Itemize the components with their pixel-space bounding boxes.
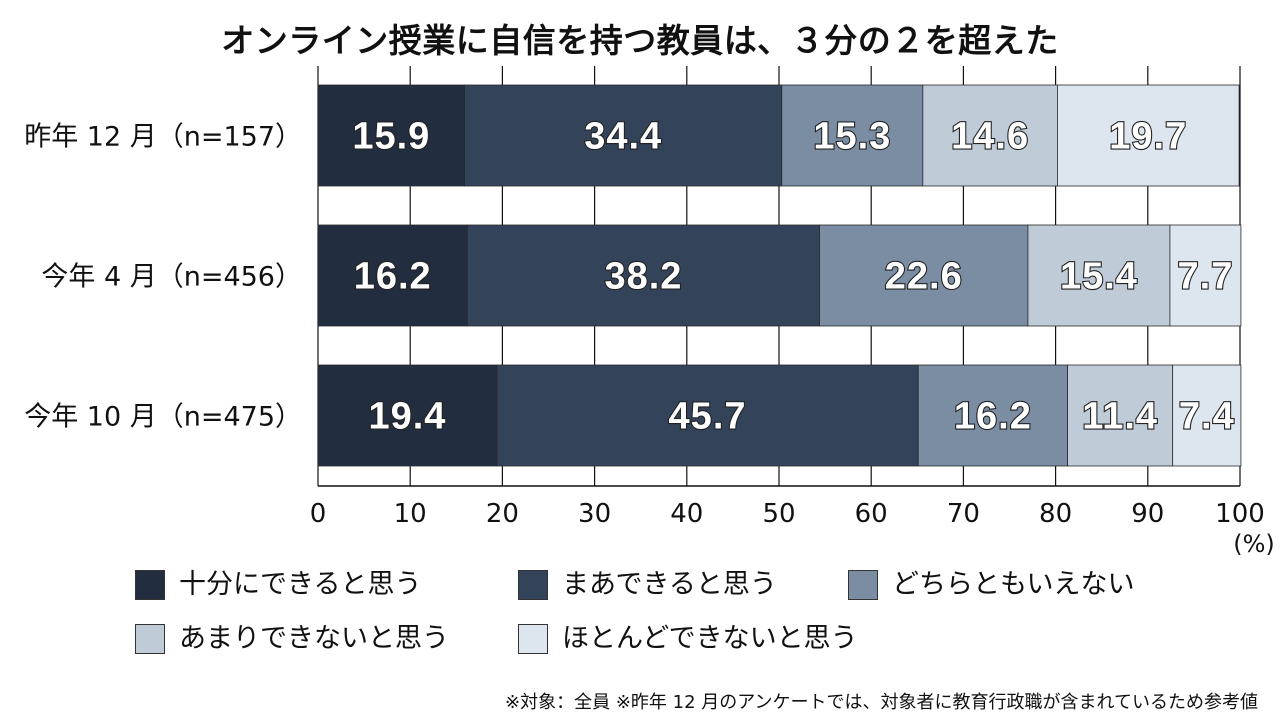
legend-swatch-3 xyxy=(848,570,878,600)
data-label-3-4: 11.4 xyxy=(1082,396,1158,438)
data-label-2-3: 22.6 xyxy=(885,256,963,298)
bar-3-5 xyxy=(1172,364,1242,467)
data-label-2-5: 7.7 xyxy=(1178,256,1234,298)
x-tick-label-10: 10 xyxy=(394,499,427,529)
legend-label-2: まあできると思う xyxy=(562,569,777,600)
bar-2-5 xyxy=(1169,224,1242,327)
bar-1-4 xyxy=(922,84,1058,187)
bar-3-1 xyxy=(317,364,498,467)
data-label-3-5: 7.4 xyxy=(1179,396,1235,438)
x-tick-label-40: 40 xyxy=(670,499,703,529)
data-label-1-4: 14.6 xyxy=(951,116,1029,158)
bar-2-4 xyxy=(1027,224,1171,327)
legend-item-1: 十分にできると思う xyxy=(135,565,421,605)
x-tick-label-30: 30 xyxy=(578,499,611,529)
chart-title: オンライン授業に自信を持つ教員は、３分の２を超えた xyxy=(221,21,1059,60)
data-label-3-1: 19.4 xyxy=(368,396,446,438)
legend-label-3: どちらともいえない xyxy=(892,569,1135,600)
legend: 十分にできると思う まあできると思う どちらともいえない あまりできないと思う … xyxy=(135,565,1235,675)
data-label-2-4: 15.4 xyxy=(1060,256,1138,298)
legend-item-3: どちらともいえない xyxy=(848,565,1134,605)
x-tick-label-0: 0 xyxy=(310,499,327,529)
legend-item-4: あまりできないと思う xyxy=(135,619,449,659)
legend-swatch-4 xyxy=(135,624,165,654)
legend-item-2: まあできると思う xyxy=(518,565,777,605)
bar-3-2 xyxy=(496,364,919,467)
bar-3-3 xyxy=(917,364,1068,467)
data-label-2-1: 16.2 xyxy=(354,256,432,298)
x-tick-label-50: 50 xyxy=(762,499,795,529)
bar-1-5 xyxy=(1057,84,1240,187)
x-tick-label-80: 80 xyxy=(1039,499,1072,529)
data-label-3-2: 45.7 xyxy=(669,396,747,438)
data-label-1-5: 19.7 xyxy=(1109,116,1187,158)
data-label-1-2: 34.4 xyxy=(584,116,662,158)
data-label-1-3: 15.3 xyxy=(813,116,891,158)
legend-label-4: あまりできないと思う xyxy=(179,623,449,654)
bar-2-1 xyxy=(317,224,468,327)
x-tick-label-100: 100 xyxy=(1215,499,1265,529)
category-label-3: 今年 10 月（n=475） xyxy=(24,402,302,433)
x-unit-label: (%) xyxy=(1233,530,1275,558)
bar-1-3 xyxy=(781,84,924,187)
data-label-1-1: 15.9 xyxy=(352,116,430,158)
data-label-2-2: 38.2 xyxy=(604,256,682,298)
legend-swatch-2 xyxy=(518,570,548,600)
stacked-bar-chart: 15.9 34.4 15.3 14.6 19.7 昨年 12 月（n=157） 16.2 38… xyxy=(24,66,1275,558)
x-tick-label-20: 20 xyxy=(486,499,519,529)
legend-item-5: ほとんどできないと思う xyxy=(518,619,858,659)
category-label-2: 今年 4 月（n=456） xyxy=(41,262,302,293)
category-label-1: 昨年 12 月（n=157） xyxy=(24,122,302,153)
bar-2-2 xyxy=(466,224,820,327)
bar-2-3 xyxy=(819,224,1029,327)
legend-swatch-5 xyxy=(518,624,548,654)
data-label-3-3: 16.2 xyxy=(954,396,1032,438)
legend-label-5: ほとんどできないと思う xyxy=(562,623,858,654)
x-tick-label-60: 60 xyxy=(855,499,888,529)
legend-swatch-1 xyxy=(135,570,165,600)
legend-label-1: 十分にできると思う xyxy=(179,569,422,600)
bar-3-4 xyxy=(1067,364,1174,467)
footnote: ※対象：全員 ※昨年 12 月のアンケートでは、対象者に教育行政職が含まれている… xyxy=(505,692,1258,713)
bar-1-1 xyxy=(317,84,465,187)
x-tick-label-70: 70 xyxy=(947,499,980,529)
x-tick-label-90: 90 xyxy=(1131,499,1164,529)
